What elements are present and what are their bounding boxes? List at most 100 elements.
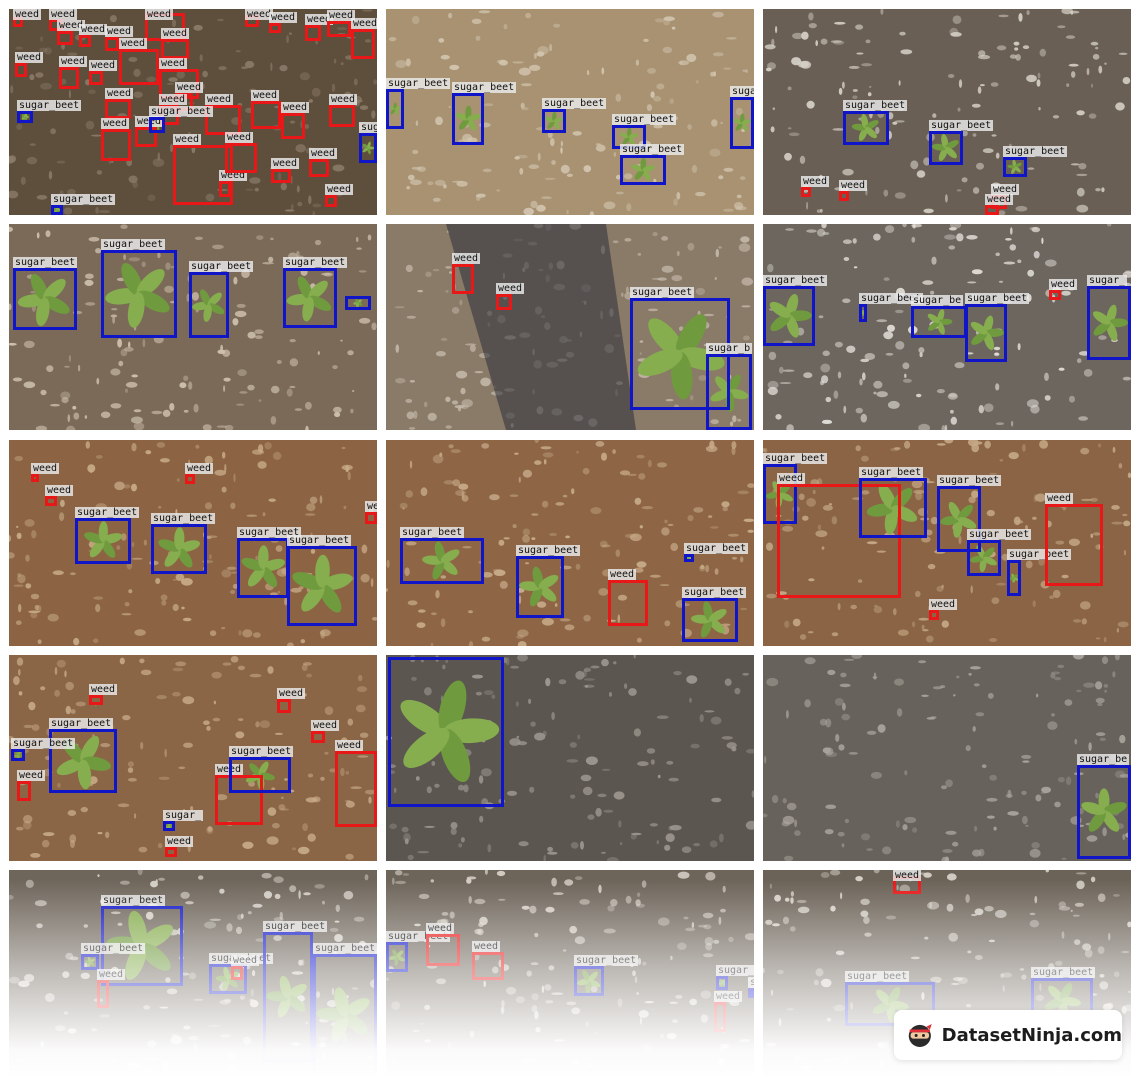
box-label: sugar_beet [151,513,216,524]
soil-background [9,655,377,861]
box-label: sugar_beet [11,738,76,749]
box-label: weed [472,941,501,952]
box-label: weed [173,134,202,145]
weed-bounding-box [452,264,474,294]
image-tile [386,655,754,861]
box-label: sugar_beet [542,98,607,109]
weed-bounding-box [309,159,329,177]
box-label: weed [105,88,134,99]
soil-background [386,224,754,430]
box-label: sugar_beet [237,527,302,538]
box-label: sugar_beet [149,106,214,117]
box-label: sugar_beet [359,122,377,133]
weed-bounding-box [31,474,39,482]
weed-bounding-box [269,23,281,33]
weed-bounding-box [281,113,305,139]
weed-bounding-box [205,105,241,135]
box-label: weed [219,170,248,181]
weed-bounding-box [89,695,103,705]
weed-bounding-box [277,699,291,713]
weed-bounding-box [271,169,291,183]
box-label: weed [105,26,134,37]
image-tile: sugar_beet sugar_beet weed sugar_beet sugar_… [386,440,754,646]
soil-background [386,655,754,861]
box-label: weed [159,58,188,69]
box-label: sugar_beet [967,529,1032,540]
box-label: sugar_beet [682,587,747,598]
box-label: weed [426,923,455,934]
box-label: weed [89,60,118,71]
sugar-beet-bounding-box [682,598,738,642]
image-tile: sugar_beet sugar_beet sugar_be sugar_beet we… [763,224,1131,430]
sugar-beet-bounding-box [237,538,289,598]
sugar-beet-bounding-box [929,131,963,165]
box-label: sugar_beet [937,475,1002,486]
box-label: weed [79,24,108,35]
weed-bounding-box [105,99,131,119]
box-label: weed [231,955,260,966]
box-label: weed [311,720,340,731]
box-label: weed [59,56,88,67]
soil-background [763,224,1131,430]
sugar-beet-bounding-box [400,538,484,584]
box-label: weed [277,688,306,699]
box-label: sugar_beet [313,943,377,954]
box-label: sugar_beet [620,144,685,155]
box-label: sugar_be [911,295,964,306]
box-label: sugar_beet [1007,549,1072,560]
box-label: sugar_ [163,810,204,821]
box-label: sugar_beet [229,746,294,757]
sugar-beet-bounding-box [151,524,207,574]
weed-bounding-box [135,127,157,147]
box-label: weed [205,94,234,105]
brand-badge[interactable]: DatasetNinja.com [894,1010,1122,1060]
box-label: weed [281,102,310,113]
box-label: sugar_beet [101,239,166,250]
weed-bounding-box [105,37,119,51]
box-label: sugar_beet [49,718,114,729]
box-label: weed [13,9,42,20]
sugar-beet-bounding-box [965,304,1007,362]
weed-bounding-box [15,63,27,77]
box-label: weed [985,194,1014,205]
image-tile: sugar_beet sugar_beet sugar_beet sugar_beet [9,224,377,430]
box-label: weed [309,148,338,159]
weed-bounding-box [79,35,91,47]
box-label: sugar_ [748,977,754,988]
box-label: sugar_beet [763,453,828,464]
sugar-beet-bounding-box [386,942,408,972]
sugar-beet-bounding-box [75,518,131,564]
box-label: sugar_beet [929,120,994,131]
image-tile: weed weed weed we sugar_beet sugar_beet sugar_… [9,440,377,646]
soil-background [763,655,1131,861]
box-label: sugar_beet [612,114,677,125]
weed-bounding-box [335,751,377,827]
weed-bounding-box [777,484,901,598]
weed-bounding-box [57,31,73,45]
box-label: weed [251,90,280,101]
sugar-beet-bounding-box [313,954,377,1076]
sugar-beet-bounding-box [189,272,229,338]
box-label: weed [1049,279,1078,290]
weed-bounding-box [101,129,131,161]
brand-name: DatasetNinja.com [941,1024,1122,1046]
box-label: sugar_beet [75,507,140,518]
weed-bounding-box [329,105,355,127]
box-label: weed [269,12,298,23]
weed-bounding-box [219,181,231,197]
box-label: sugar_beet [287,535,352,546]
weed-bounding-box [165,847,177,857]
sugar-beet-bounding-box [229,757,291,793]
sugar-beet-bounding-box [17,111,33,123]
box-label: weed [1045,493,1074,504]
sugar-beet-bounding-box [730,97,754,149]
sugar-beet-bounding-box [1087,286,1131,360]
sugar-beet-bounding-box [859,304,867,322]
image-tile: weed weed weed weed weed weed weed weed weed weed… [9,9,377,215]
box-label: weed [608,569,637,580]
box-label: weed [496,283,525,294]
weed-bounding-box [185,474,195,484]
weed-bounding-box [89,71,103,85]
box-label: weed [325,184,354,195]
sugar-beet-bounding-box [51,205,63,215]
